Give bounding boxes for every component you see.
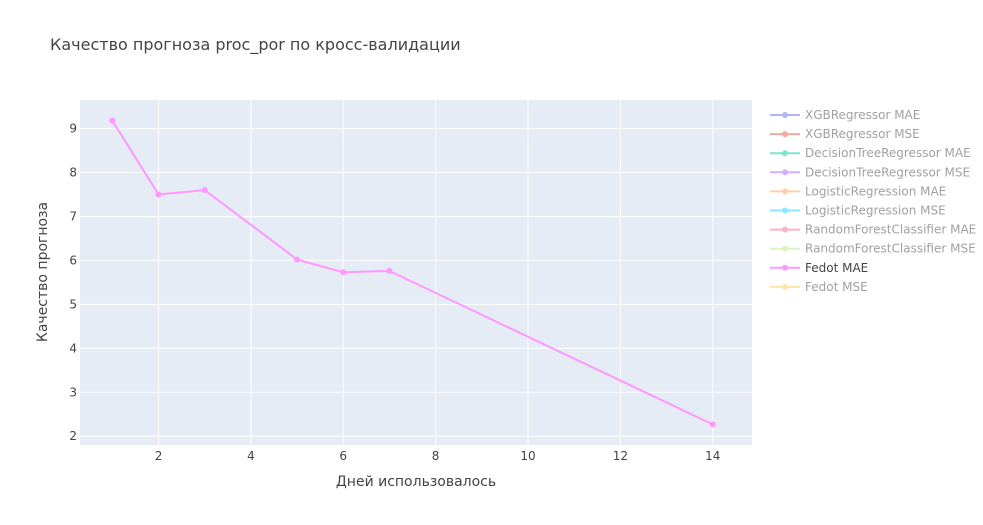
y-axis-title: Качество прогноза [35,202,51,342]
x-tick-label: 2 [155,449,163,463]
legend: XGBRegressor MAE XGBRegressor MSE Decision… [770,108,976,294]
legend-item[interactable]: LogisticRegression MSE [770,204,946,218]
legend-swatch-marker [782,131,788,138]
y-tick-label: 8 [69,166,77,180]
legend-item[interactable]: XGBRegressor MSE [770,127,920,141]
legend-swatch-marker [782,207,788,214]
y-tick-label: 9 [69,122,77,136]
legend-item[interactable]: Fedot MSE [770,280,868,294]
y-tick-label: 2 [69,429,77,443]
legend-label: XGBRegressor MAE [805,108,920,122]
y-tick-label: 5 [69,297,77,311]
legend-label: XGBRegressor MSE [805,127,920,141]
legend-label: LogisticRegression MSE [805,204,946,218]
y-tick-label: 4 [69,341,77,355]
grid [80,100,752,445]
x-tick-label: 14 [705,449,720,463]
chart-title: Качество прогноза proc_por по кросс-вали… [50,35,461,55]
data-point[interactable] [109,117,116,124]
legend-swatch-marker [782,112,788,118]
x-axis-title: Дней использовалось [336,474,496,490]
legend-item[interactable]: DecisionTreeRegressor MAE [770,146,971,160]
data-point[interactable] [340,269,347,276]
data-point[interactable] [386,267,393,274]
series-fedot-mae [109,117,716,428]
legend-label: LogisticRegression MAE [805,184,946,198]
x-tick-label: 4 [247,449,255,463]
data-point[interactable] [155,191,162,198]
legend-item[interactable]: DecisionTreeRegressor MSE [770,165,970,179]
x-tick-label: 8 [432,449,440,463]
data-point[interactable] [294,256,301,263]
legend-label: RandomForestClassifier MAE [805,223,976,237]
data-point[interactable] [201,187,208,194]
legend-item[interactable]: XGBRegressor MAE [770,108,920,122]
legend-swatch-marker [782,245,788,252]
legend-item[interactable]: Fedot MAE [770,261,868,275]
legend-item[interactable]: LogisticRegression MAE [770,184,946,198]
y-tick-label: 3 [69,385,77,399]
plot-area [80,100,752,445]
legend-item[interactable]: RandomForestClassifier MSE [770,242,976,256]
series-layer [109,117,716,428]
legend-swatch-marker [782,264,788,271]
x-tick-label: 6 [339,449,347,463]
data-point[interactable] [709,421,716,428]
y-tick-label: 7 [69,209,77,223]
tick-labels: 2 4 6 8 10 12 14 2 3 4 5 6 7 8 9 [69,122,720,463]
x-tick-label: 12 [613,449,628,463]
legend-label: RandomForestClassifier MSE [805,242,976,256]
legend-swatch-marker [782,226,788,233]
legend-swatch-marker [782,283,788,290]
legend-label: Fedot MSE [805,280,868,294]
legend-swatch-marker [782,188,788,195]
legend-label: DecisionTreeRegressor MAE [805,146,971,160]
legend-swatch-marker [782,150,788,157]
legend-label: Fedot MAE [805,261,868,275]
legend-item[interactable]: RandomForestClassifier MAE [770,223,976,237]
y-tick-label: 6 [69,253,77,267]
legend-label: DecisionTreeRegressor MSE [805,165,970,179]
legend-swatch-marker [782,169,788,176]
x-tick-label: 10 [520,449,535,463]
